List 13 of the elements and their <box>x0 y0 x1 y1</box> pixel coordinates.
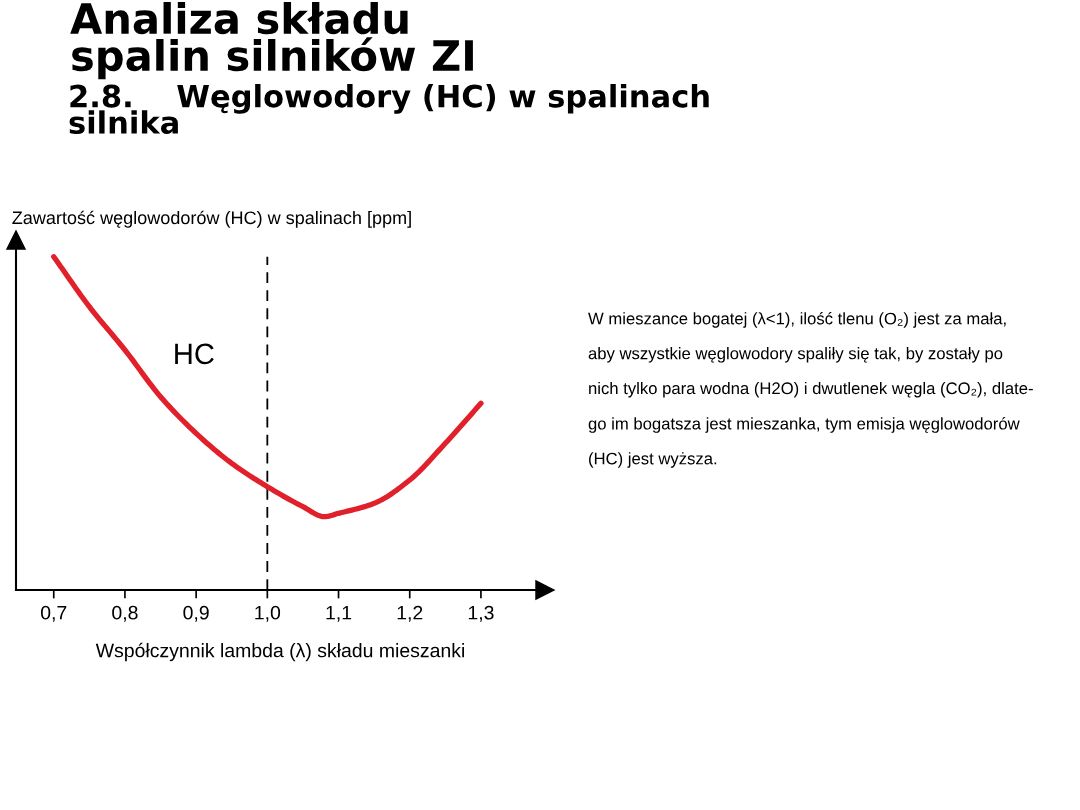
text: W mieszance bogatej (λ<1), ilość tlenu (O₂) jest za mała, aby wszystkie węglowodory spaliły się tak, by zostały po nich tylko para wodna (H2O) i dwutlenek węgla (CO₂), dlate- go im bogatsza jest mieszanka, tym emisja węglowodorów (HC) jest wyższa. <box>588 312 1033 468</box>
x-tick-label: 1,3 <box>468 605 494 622</box>
chart-subtitle: 2.8. Węglowodory (HC) w spalinach silnika <box>69 84 709 134</box>
x-tick-label: 0,7 <box>40 605 67 622</box>
x-tick-label: 0,9 <box>183 605 209 622</box>
x-tick-label: 1,2 <box>397 605 423 622</box>
x-tick-label: 1,0 <box>255 605 281 622</box>
series-label: HC <box>175 343 214 365</box>
chart-title: Analiza składu spalin silników ZI <box>70 2 473 80</box>
x-tick-label: 1,1 <box>326 605 352 622</box>
x-tick-label: 0,8 <box>112 605 138 622</box>
x-axis-title: Współczynnik lambda (λ) składu mieszanki <box>95 642 464 662</box>
y-axis-title: Zawartość węglowodorów (HC) w spalinach [ppm] <box>12 210 411 228</box>
